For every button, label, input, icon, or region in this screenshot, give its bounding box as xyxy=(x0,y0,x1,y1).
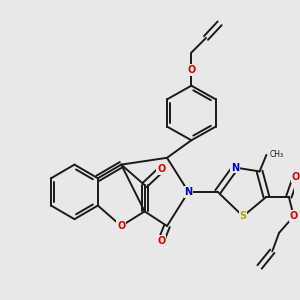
Text: N: N xyxy=(184,187,193,197)
Text: O: O xyxy=(157,164,165,175)
Text: O: O xyxy=(292,172,300,182)
Text: S: S xyxy=(239,211,247,221)
Text: O: O xyxy=(117,221,125,231)
Text: O: O xyxy=(187,65,196,75)
Text: O: O xyxy=(157,236,165,246)
Text: O: O xyxy=(290,211,298,221)
Text: CH₃: CH₃ xyxy=(269,150,284,159)
Text: N: N xyxy=(231,163,239,172)
